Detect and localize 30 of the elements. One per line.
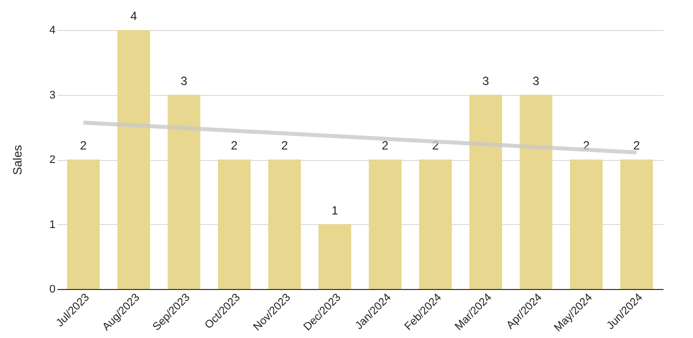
data-label: 3	[532, 74, 540, 88]
data-label: 3	[482, 74, 490, 88]
data-label: 2	[230, 138, 238, 152]
y-axis-title: Sales	[10, 144, 24, 176]
bar	[67, 160, 100, 289]
bar	[268, 160, 301, 289]
data-label: 2	[382, 138, 389, 152]
bar	[168, 94, 200, 289]
bar	[368, 160, 402, 289]
y-tick-label: 4	[49, 24, 56, 36]
data-label: 4	[130, 9, 138, 23]
data-label: 2	[281, 138, 288, 152]
data-label: 2	[582, 138, 590, 152]
bar	[218, 160, 251, 289]
bar	[419, 160, 452, 289]
data-label: 2	[80, 138, 88, 152]
bar	[117, 30, 150, 289]
y-tick-label: 0	[49, 284, 56, 296]
data-label: 2	[633, 138, 640, 152]
bar	[620, 160, 653, 289]
y-tick-label: 3	[49, 89, 56, 102]
bar	[318, 224, 352, 289]
bar	[570, 160, 603, 289]
data-label: 2	[432, 138, 440, 152]
data-label: 1	[332, 203, 339, 218]
y-tick-label: 2	[49, 154, 56, 166]
y-tick-label: 1	[49, 218, 56, 231]
bar	[520, 94, 552, 289]
data-label: 3	[180, 74, 188, 88]
bar	[469, 94, 502, 289]
